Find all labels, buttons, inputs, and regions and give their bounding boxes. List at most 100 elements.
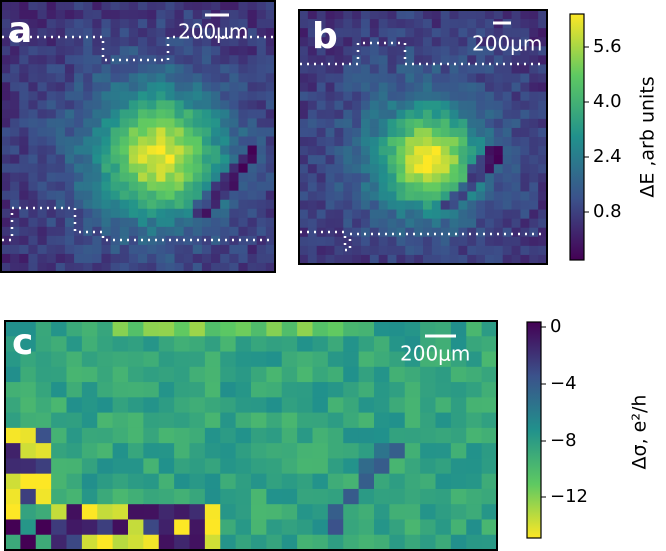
pixel (529, 218, 539, 229)
pixel (174, 19, 185, 29)
pixel (46, 217, 57, 228)
pixel (37, 118, 48, 128)
pixel (147, 172, 157, 183)
pixel (165, 46, 176, 56)
pixel (502, 182, 513, 192)
pixel (299, 46, 309, 56)
pixel (55, 181, 66, 192)
pixel (158, 519, 175, 536)
pixel (1, 28, 11, 38)
pixel (74, 253, 84, 264)
pixel (74, 217, 84, 228)
pixel (46, 73, 57, 83)
pixel (112, 473, 129, 490)
pixel (37, 64, 48, 74)
pixel (358, 336, 375, 353)
pixel (5, 336, 21, 353)
pixel (374, 366, 390, 383)
pixel (476, 127, 486, 138)
pixel (28, 199, 39, 210)
pixel (147, 82, 157, 92)
pixel (266, 519, 283, 536)
pixel (156, 1, 166, 11)
pixel (211, 253, 221, 264)
pixel (92, 235, 102, 246)
pixel (247, 91, 258, 101)
pixel (343, 118, 353, 129)
pixel (81, 443, 98, 459)
pixel (325, 127, 335, 138)
pixel (297, 504, 313, 520)
pixel (165, 163, 176, 174)
pixel (423, 146, 433, 156)
pixel (405, 10, 415, 20)
pixel (83, 172, 93, 183)
pixel (165, 190, 176, 201)
pixel (147, 100, 157, 110)
pixel (10, 109, 20, 119)
pixel (220, 100, 230, 110)
pixel (316, 236, 327, 247)
pixel (143, 351, 160, 368)
pixel (204, 336, 221, 353)
pixel (458, 37, 468, 47)
pixel (46, 235, 57, 246)
pixel (165, 100, 176, 110)
pixel (83, 109, 93, 119)
pixel (414, 209, 424, 220)
pixel (211, 163, 221, 174)
pixel (189, 351, 206, 368)
pixel (183, 235, 194, 246)
pixel (374, 458, 390, 475)
pixel (325, 28, 335, 38)
pixel (229, 109, 239, 119)
pixel (92, 262, 102, 273)
pixel (467, 28, 477, 38)
pixel (520, 227, 530, 238)
pixel (387, 146, 397, 156)
pixel (358, 473, 375, 490)
pixel (55, 190, 66, 201)
pixel (316, 182, 327, 192)
pixel (281, 519, 298, 536)
pixel (37, 181, 48, 192)
pixel (431, 155, 442, 165)
pixel (92, 73, 102, 83)
pixel (265, 82, 276, 92)
pixel (511, 46, 521, 56)
pixel (5, 534, 21, 551)
pixel (156, 208, 166, 219)
pixel (325, 182, 335, 192)
pixel (467, 236, 477, 247)
pixel (352, 64, 362, 74)
pixel (112, 504, 129, 520)
pixel (128, 82, 139, 92)
pixel (192, 172, 203, 183)
pixel (220, 37, 230, 47)
pixel (28, 82, 39, 92)
pixel (325, 64, 335, 74)
pixel (511, 109, 521, 120)
pixel (10, 190, 20, 201)
pixel (476, 182, 486, 192)
pixel (37, 73, 48, 83)
pixel (1, 253, 11, 264)
pixel (119, 172, 130, 183)
pixel (458, 137, 468, 147)
pixel (299, 82, 309, 93)
pixel (74, 118, 84, 128)
pixel (74, 55, 84, 65)
pixel (493, 46, 504, 56)
pixel (1, 91, 11, 101)
pixel (334, 227, 344, 238)
pixel (529, 200, 539, 211)
pixel (5, 397, 21, 414)
pixel (378, 200, 389, 211)
pixel (361, 28, 371, 38)
pixel (343, 55, 353, 65)
pixel (238, 100, 249, 110)
tick-label: 5.6 (593, 36, 622, 57)
pixel (28, 28, 39, 38)
pixel (143, 488, 160, 505)
pixel (481, 397, 498, 414)
